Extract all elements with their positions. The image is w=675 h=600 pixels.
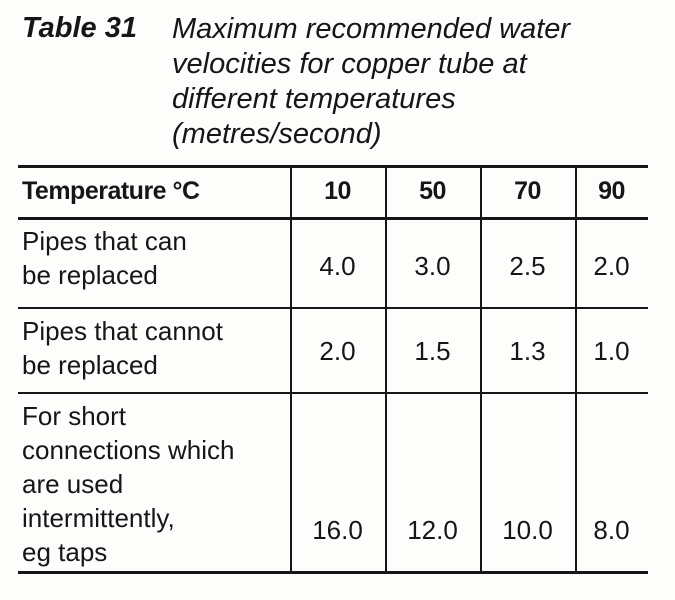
label-line: are used <box>22 469 124 499</box>
table-label: Table 31 <box>22 12 137 44</box>
label-line: connections which <box>22 435 235 465</box>
column-rule <box>575 165 577 573</box>
caption-line: Maximum recommended water <box>172 13 571 45</box>
value-cell: 1.0 <box>593 336 630 366</box>
header-cell: 10 <box>324 177 351 205</box>
value-cell: 2.0 <box>593 251 630 281</box>
rule <box>18 217 648 220</box>
header-cell: 50 <box>419 177 446 205</box>
label-line: be replaced <box>22 260 158 290</box>
rule <box>18 165 648 168</box>
row-label: Pipes that can be replaced <box>18 218 290 308</box>
label-line: be replaced <box>22 350 158 380</box>
rule <box>18 307 648 309</box>
label-line: intermittently, <box>22 503 175 533</box>
label-line: Pipes that can <box>22 226 187 256</box>
value-cell: 4.0 <box>319 251 356 281</box>
label-line: Pipes that cannot <box>22 316 223 346</box>
value-cell: 2.5 <box>509 251 546 281</box>
value-cell: 12.0 <box>407 515 458 545</box>
caption-line: (metres/second) <box>172 118 382 150</box>
value-cell: 10.0 <box>502 515 553 545</box>
row-label: Pipes that cannot be replaced <box>18 308 290 393</box>
header-cell: 70 <box>514 177 541 205</box>
rule <box>18 571 648 574</box>
value-cell: 1.5 <box>414 336 451 366</box>
column-rule <box>290 165 292 573</box>
caption-line: different temperatures <box>172 83 456 115</box>
header-cell: 90 <box>598 177 625 205</box>
rule <box>18 392 648 394</box>
label-line: For short <box>22 401 127 431</box>
value-cell: 2.0 <box>319 336 356 366</box>
value-cell: 1.3 <box>509 336 546 366</box>
value-cell: 8.0 <box>593 515 630 545</box>
column-rule <box>385 165 387 573</box>
header-cell: Temperature °C <box>22 177 200 205</box>
value-cell: 3.0 <box>414 251 451 281</box>
column-rule <box>480 165 482 573</box>
value-cell: 16.0 <box>312 515 363 545</box>
row-label: For short connections which are used interm… <box>18 393 290 572</box>
label-line: eg taps <box>22 537 108 567</box>
caption-line: velocities for copper tube at <box>172 48 527 80</box>
